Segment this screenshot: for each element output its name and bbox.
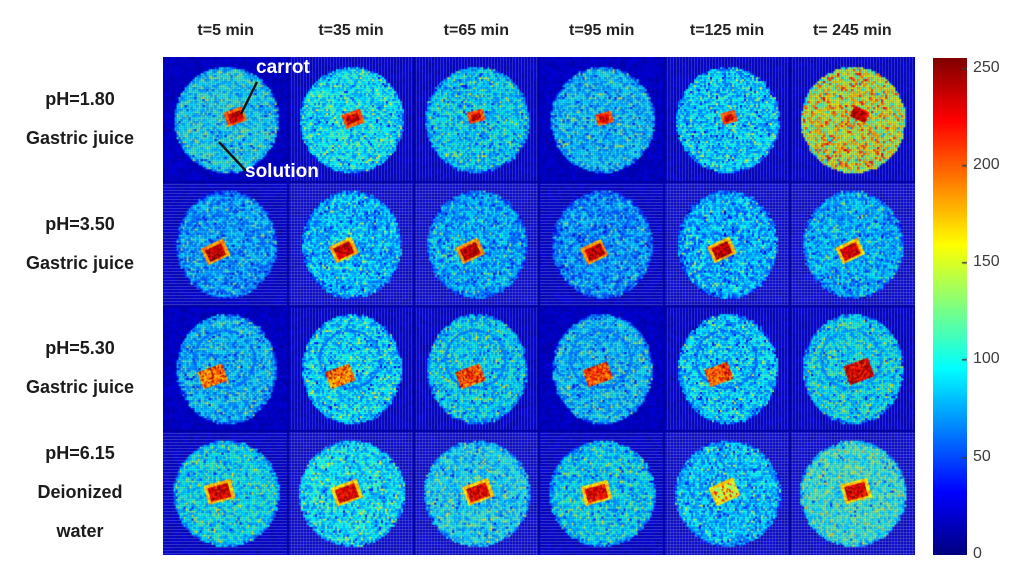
row-label-line: pH=3.50 [45,213,115,234]
row-label: pH=3.50 Gastric juice [0,182,160,307]
row-label-line: Gastric juice [25,128,135,149]
column-header: t=95 min [568,22,635,39]
row-label-line: Gastric juice [25,252,135,273]
column-header: t=125 min [689,22,765,39]
row-label-line: pH=1.80 [45,89,115,110]
solution-annotation-label: solution [245,161,319,182]
column-header: t=65 min [443,22,509,39]
row-label-line: pH=5.30 [45,338,115,359]
column-header: t= 245 min [812,22,892,39]
colorbar-tick-label: 50 [973,447,991,465]
colorbar-tick-label: 250 [973,58,1000,76]
colorbar-tick-label: 150 [973,253,1000,271]
row-label-line: water [56,521,104,542]
column-header: t=35 min [318,22,384,39]
colorbar-tick-label: 0 [973,545,982,562]
row-label-line: pH=6.15 [45,443,115,464]
row-label-line: Deionized [37,482,123,503]
mri-grid-canvas [163,57,915,555]
row-label-line: Gastric juice [25,377,135,398]
column-header: t=5 min [197,22,254,39]
row-label: pH=1.80 Gastric juice [0,57,160,182]
colorbar-tick-label: 100 [973,350,1000,368]
row-label: pH=6.15 Deionized water [0,431,160,556]
colorbar-gradient [933,58,967,555]
row-label: pH=5.30 Gastric juice [0,306,160,431]
colorbar-tick-label: 200 [973,155,1000,173]
carrot-annotation-label: carrot [256,57,310,78]
